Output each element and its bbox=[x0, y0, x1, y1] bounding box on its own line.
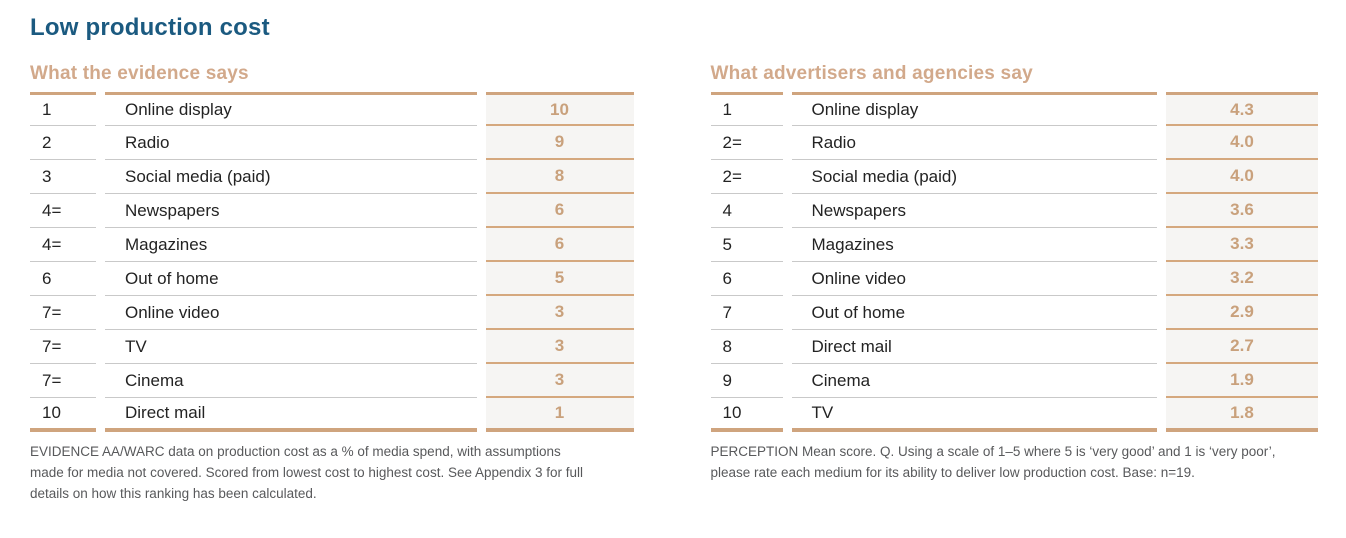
rank-cell: 9 bbox=[710, 364, 783, 398]
rank-cell: 4= bbox=[30, 228, 96, 262]
score-cell: 9 bbox=[485, 126, 634, 160]
medium-cell: Online video bbox=[105, 296, 477, 330]
table-row: 10 Direct mail 1 bbox=[30, 398, 634, 432]
rank-cell: 10 bbox=[710, 398, 783, 432]
table-row: 5 Magazines 3.3 bbox=[710, 228, 1318, 262]
medium-cell: TV bbox=[105, 330, 477, 364]
medium-cell: Radio bbox=[105, 126, 477, 160]
table-row: 9 Cinema 1.9 bbox=[710, 364, 1318, 398]
score-cell: 5 bbox=[485, 262, 634, 296]
table-row: 2 Radio 9 bbox=[30, 126, 634, 160]
table-row: 2= Social media (paid) 4.0 bbox=[710, 160, 1318, 194]
evidence-table: 1 Online display 10 2 Radio 9 3 Social media (p… bbox=[30, 92, 634, 432]
rank-cell: 1 bbox=[710, 92, 783, 126]
rank-cell: 4 bbox=[710, 194, 783, 228]
score-cell: 6 bbox=[485, 228, 634, 262]
page-title: Low production cost bbox=[30, 14, 270, 41]
medium-cell: Direct mail bbox=[105, 398, 477, 432]
medium-cell: Cinema bbox=[791, 364, 1157, 398]
medium-cell: Out of home bbox=[105, 262, 477, 296]
score-cell: 1.9 bbox=[1166, 364, 1318, 398]
rank-cell: 6 bbox=[710, 262, 783, 296]
table-row: 3 Social media (paid) 8 bbox=[30, 160, 634, 194]
table-row: 7= Cinema 3 bbox=[30, 364, 634, 398]
perception-section: What advertisers and agencies say 1 Onlin… bbox=[710, 63, 1318, 518]
rank-cell: 3 bbox=[30, 160, 96, 194]
table-row: 10 TV 1.8 bbox=[710, 398, 1318, 432]
table-row: 7= Online video 3 bbox=[30, 296, 634, 330]
table-row: 2= Radio 4.0 bbox=[710, 126, 1318, 160]
medium-cell: Online display bbox=[105, 92, 477, 126]
rank-cell: 7= bbox=[30, 364, 96, 398]
medium-cell: Out of home bbox=[791, 296, 1157, 330]
rank-cell: 8 bbox=[710, 330, 783, 364]
rank-cell: 2 bbox=[30, 126, 96, 160]
medium-cell: Online display bbox=[791, 92, 1157, 126]
medium-cell: Cinema bbox=[105, 364, 477, 398]
table-row: 6 Online video 3.2 bbox=[710, 262, 1318, 296]
rank-cell: 7= bbox=[30, 296, 96, 330]
table-row: 4 Newspapers 3.6 bbox=[710, 194, 1318, 228]
perception-heading: What advertisers and agencies say bbox=[710, 63, 1033, 84]
medium-cell: Direct mail bbox=[791, 330, 1157, 364]
medium-cell: Newspapers bbox=[791, 194, 1157, 228]
score-cell: 2.9 bbox=[1166, 296, 1318, 330]
medium-cell: TV bbox=[791, 398, 1157, 432]
rank-cell: 1 bbox=[30, 92, 96, 126]
score-cell: 1.8 bbox=[1166, 398, 1318, 432]
rank-cell: 6 bbox=[30, 262, 96, 296]
two-column-layout: What the evidence says 1 Online display 10… bbox=[30, 63, 1318, 518]
score-cell: 3 bbox=[485, 296, 634, 330]
score-cell: 1 bbox=[485, 398, 634, 432]
rank-cell: 5 bbox=[710, 228, 783, 262]
table-row: 4= Magazines 6 bbox=[30, 228, 634, 262]
evidence-footnote: EVIDENCE AA/WARC data on production cost… bbox=[30, 444, 584, 501]
score-cell: 10 bbox=[485, 92, 634, 126]
perception-footnote: PERCEPTION Mean score. Q. Using a scale … bbox=[710, 444, 1276, 480]
rank-cell: 2= bbox=[710, 126, 783, 160]
rank-cell: 4= bbox=[30, 194, 96, 228]
score-cell: 8 bbox=[485, 160, 634, 194]
medium-cell: Newspapers bbox=[105, 194, 477, 228]
evidence-section: What the evidence says 1 Online display 10… bbox=[30, 63, 634, 518]
medium-cell: Magazines bbox=[105, 228, 477, 262]
table-row: 1 Online display 4.3 bbox=[710, 92, 1318, 126]
score-cell: 6 bbox=[485, 194, 634, 228]
table-row: 6 Out of home 5 bbox=[30, 262, 634, 296]
table-row: 4= Newspapers 6 bbox=[30, 194, 634, 228]
score-cell: 3.2 bbox=[1166, 262, 1318, 296]
medium-cell: Online video bbox=[791, 262, 1157, 296]
rank-cell: 2= bbox=[710, 160, 783, 194]
rank-cell: 7 bbox=[710, 296, 783, 330]
perception-table: 1 Online display 4.3 2= Radio 4.0 2= Social med… bbox=[710, 92, 1318, 432]
score-cell: 4.3 bbox=[1166, 92, 1318, 126]
medium-cell: Social media (paid) bbox=[105, 160, 477, 194]
table-row: 1 Online display 10 bbox=[30, 92, 634, 126]
medium-cell: Magazines bbox=[791, 228, 1157, 262]
evidence-heading: What the evidence says bbox=[30, 63, 249, 84]
table-row: 7 Out of home 2.9 bbox=[710, 296, 1318, 330]
rank-cell: 10 bbox=[30, 398, 96, 432]
medium-cell: Social media (paid) bbox=[791, 160, 1157, 194]
score-cell: 4.0 bbox=[1166, 126, 1318, 160]
score-cell: 3.3 bbox=[1166, 228, 1318, 262]
rank-cell: 7= bbox=[30, 330, 96, 364]
score-cell: 3 bbox=[485, 364, 634, 398]
score-cell: 2.7 bbox=[1166, 330, 1318, 364]
table-row: 8 Direct mail 2.7 bbox=[710, 330, 1318, 364]
score-cell: 3.6 bbox=[1166, 194, 1318, 228]
score-cell: 4.0 bbox=[1166, 160, 1318, 194]
score-cell: 3 bbox=[485, 330, 634, 364]
table-row: 7= TV 3 bbox=[30, 330, 634, 364]
medium-cell: Radio bbox=[791, 126, 1157, 160]
